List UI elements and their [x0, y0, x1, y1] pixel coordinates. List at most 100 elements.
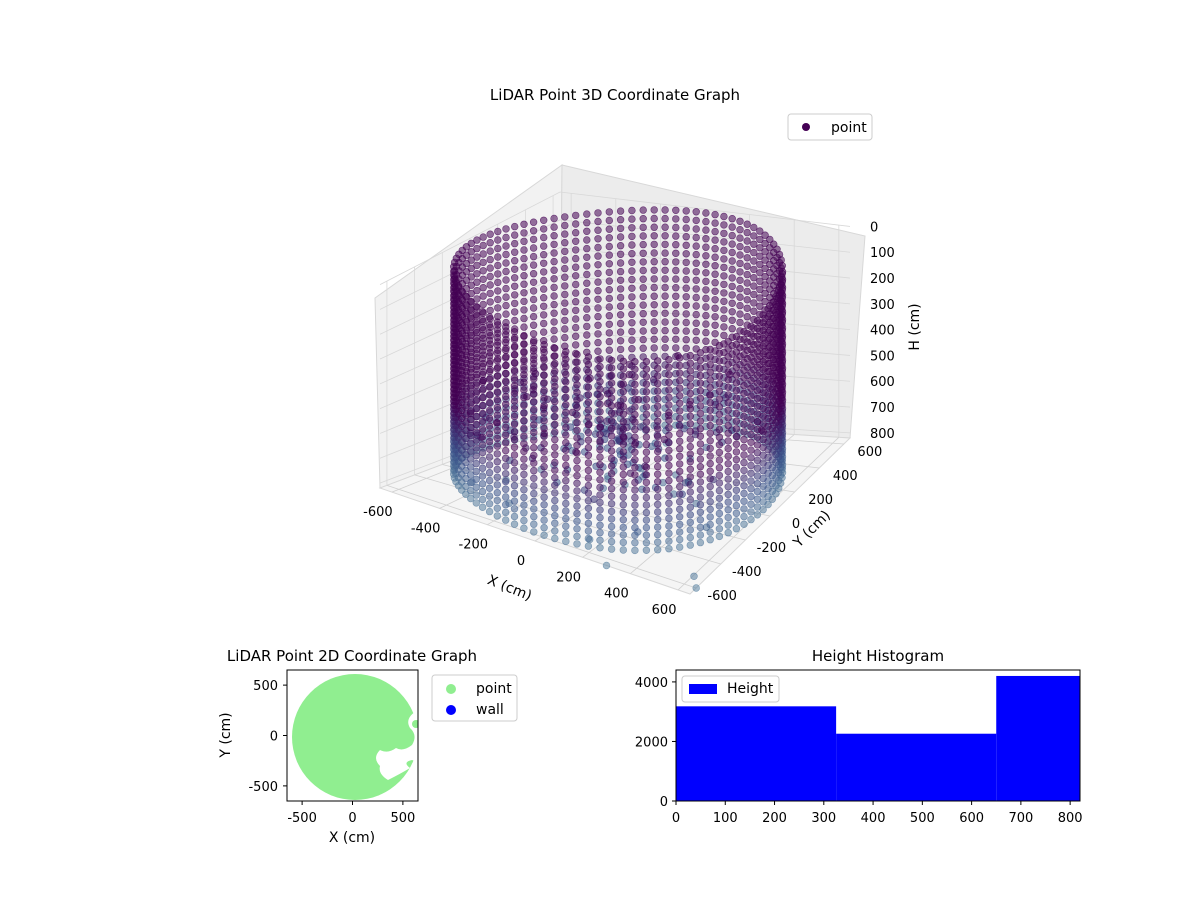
data-point: [520, 493, 528, 502]
data-point: [639, 275, 647, 283]
data-point: [740, 374, 748, 382]
data-point: [619, 410, 627, 418]
data-point: [661, 335, 669, 343]
data-point: [686, 427, 694, 436]
data-point: [650, 240, 658, 249]
data-point: [562, 393, 570, 401]
data-point: [502, 250, 510, 259]
data-point: [720, 331, 728, 340]
data-point: [682, 233, 690, 241]
data-point: [551, 511, 559, 520]
data-point: [682, 327, 690, 335]
data-point: [467, 487, 475, 495]
data-point: [642, 448, 651, 456]
data-point: [732, 340, 741, 349]
data-point: [607, 424, 616, 432]
data-point: [486, 230, 494, 238]
data-point: [682, 250, 690, 258]
z-tick-label-3d: 400: [870, 324, 895, 339]
data-point: [584, 368, 593, 376]
data-point: [650, 309, 658, 318]
data-point: [472, 302, 480, 311]
data-point: [467, 479, 475, 487]
data-point: [706, 353, 714, 361]
data-point: [686, 374, 694, 382]
data-point: [702, 243, 710, 251]
y-tick-label-3d: -600: [707, 589, 737, 604]
data-point: [571, 323, 580, 332]
data-point: [520, 348, 528, 356]
data-point: [494, 287, 502, 295]
data-point: [724, 337, 732, 346]
data-point: [472, 420, 480, 429]
data-point: [478, 433, 487, 441]
data-point: [631, 410, 639, 419]
data-point: [724, 475, 732, 483]
data-point: [562, 431, 570, 439]
data-point: [539, 294, 548, 302]
data-point: [616, 207, 625, 215]
data-point: [732, 494, 741, 502]
data-point: [502, 385, 510, 393]
data-point: [562, 522, 570, 530]
data-point: [478, 441, 487, 449]
data-point: [715, 509, 724, 518]
data-point: [702, 294, 710, 303]
data-point: [502, 501, 510, 509]
data-point: [584, 451, 593, 459]
data-point: [571, 280, 580, 289]
data-point: [529, 312, 538, 321]
data-point: [761, 231, 769, 239]
y-tick-label-2d: 500: [253, 679, 278, 694]
data-point: [706, 444, 714, 453]
data-point: [520, 470, 528, 479]
data-point: [665, 393, 673, 402]
data-point: [650, 292, 658, 300]
data-point: [661, 326, 669, 335]
data-point: [573, 494, 581, 503]
data-point: [665, 476, 673, 485]
histogram: Height Histogram 0 100 200 300 400 500 600 700 8…: [635, 647, 1083, 826]
data-point: [692, 285, 700, 293]
data-point: [732, 379, 741, 387]
data-point: [736, 242, 744, 251]
data-point: [472, 397, 480, 405]
data-point: [740, 482, 748, 490]
data-point: [720, 229, 728, 238]
data-point: [605, 268, 613, 277]
data-point: [551, 352, 559, 360]
data-point: [520, 289, 528, 297]
data-point: [562, 461, 570, 470]
data-point: [750, 282, 758, 290]
data-point: [747, 407, 755, 416]
data-point: [530, 336, 538, 345]
data-point: [584, 360, 593, 369]
data-point: [529, 270, 538, 278]
legend-hist: Height: [681, 675, 780, 703]
data-point: [551, 359, 559, 368]
data-point: [616, 345, 625, 354]
data-point: [561, 333, 569, 342]
data-point: [584, 474, 593, 482]
data-point: [510, 443, 519, 451]
data-point: [494, 227, 502, 236]
data-point: [502, 516, 510, 524]
data-point: [753, 394, 762, 403]
data-point: [665, 356, 673, 364]
data-point: [665, 522, 673, 530]
data-point: [510, 459, 519, 467]
data-point: [778, 268, 787, 276]
data-point: [696, 447, 705, 456]
data-point: [607, 439, 616, 448]
data-point: [619, 448, 627, 456]
data-point: [551, 397, 559, 406]
data-point: [715, 456, 724, 464]
data-point: [540, 508, 548, 517]
data-point: [583, 296, 591, 305]
data-point: [619, 372, 627, 381]
data-point: [478, 503, 487, 511]
data-point: [706, 429, 714, 437]
data-point: [774, 286, 783, 294]
data-point: [529, 235, 538, 244]
